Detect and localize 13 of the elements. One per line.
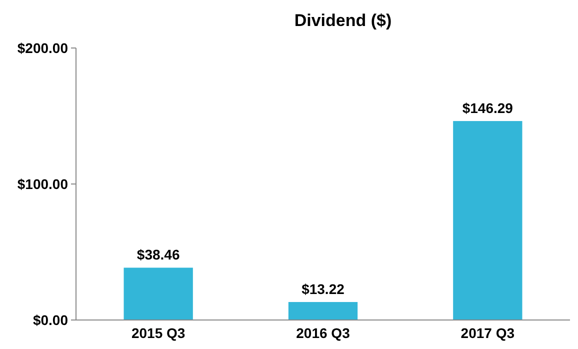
bar — [288, 302, 358, 320]
chart-title: Dividend ($) — [294, 11, 392, 30]
bar — [124, 268, 193, 320]
y-tick-label: $0.00 — [32, 312, 68, 328]
bar — [453, 121, 522, 320]
data-label: $146.29 — [462, 100, 514, 116]
data-label: $13.22 — [302, 281, 345, 298]
x-tick-label: 2015 Q3 — [131, 325, 186, 341]
x-tick-label: 2016 Q3 — [296, 325, 350, 341]
data-label: $38.46 — [136, 246, 180, 263]
x-tick-label: 2017 Q3 — [460, 325, 515, 341]
y-tick-label: $200.00 — [17, 40, 68, 56]
y-tick-label: $100.00 — [17, 176, 68, 192]
